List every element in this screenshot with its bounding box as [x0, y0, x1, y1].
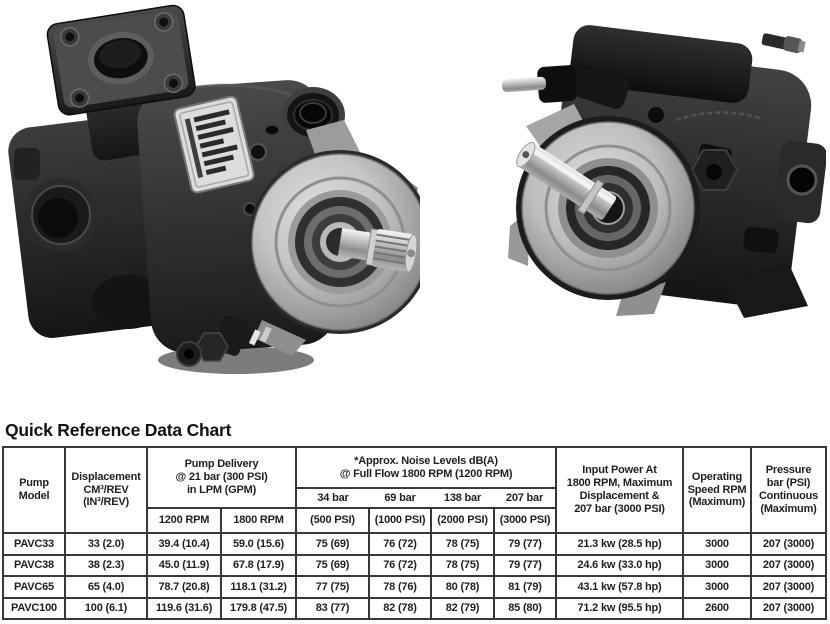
cell-noise-138bar: 78 (75): [430, 532, 495, 556]
cell-displacement: 38 (2.3): [64, 553, 148, 577]
table-row-pavc33: PAVC33 33 (2.0) 39.4 (10.4) 59.0 (15.6) …: [2, 532, 827, 556]
nameplate: [173, 95, 255, 194]
header-1200rpm: 1200 RPM: [146, 507, 222, 534]
cell-delivery-1200: 45.0 (11.9): [146, 553, 222, 577]
cell-noise-34bar: 77 (75): [295, 575, 370, 599]
drive-shaft: [516, 141, 617, 220]
cell-delivery-1200: 78.7 (20.8): [146, 575, 222, 599]
cell-noise-138bar: 80 (78): [430, 575, 495, 599]
header-noise-138bar: 138 bar: [431, 488, 494, 509]
header-500psi: (500 PSI): [295, 507, 370, 534]
cell-noise-69bar: 76 (72): [368, 532, 432, 556]
cell-noise-34bar: 75 (69): [295, 532, 370, 556]
header-input-power: Input Power At 1800 RPM, Maximum Displac…: [555, 446, 684, 534]
cell-noise-207bar: 85 (80): [493, 596, 557, 620]
cell-noise-69bar: 82 (78): [368, 596, 432, 620]
cell-model: PAVC65: [2, 575, 66, 599]
header-operating-speed: Operating Speed RPM (Maximum): [682, 446, 752, 534]
side-bracket: [774, 140, 826, 224]
cell-noise-34bar: 75 (69): [295, 553, 370, 577]
table-row-pavc38: PAVC38 38 (2.3) 45.0 (11.9) 67.8 (17.9) …: [2, 553, 827, 577]
cell-noise-138bar: 78 (75): [430, 553, 495, 577]
table-row-pavc65: PAVC65 65 (4.0) 78.7 (20.8) 118.1 (31.2)…: [2, 575, 827, 599]
cell-delivery-1200: 39.4 (10.4): [146, 532, 222, 556]
header-1000psi: (1000 PSI): [368, 507, 432, 534]
cell-noise-207bar: 81 (79): [493, 575, 557, 599]
cell-delivery-1800: 67.8 (17.9): [220, 553, 297, 577]
cell-noise-34bar: 83 (77): [295, 596, 370, 620]
header-pump-delivery: Pump Delivery @ 21 bar (300 PSI) in LPM …: [146, 446, 297, 509]
cell-pressure: 207 (3000): [750, 532, 827, 556]
header-3000psi: (3000 PSI): [493, 507, 557, 534]
cell-speed: 3000: [682, 553, 752, 577]
cell-delivery-1200: 119.6 (31.6): [146, 596, 222, 620]
table-row-pavc100: PAVC100 100 (6.1) 119.6 (31.6) 179.8 (47…: [2, 596, 827, 620]
bottom-fitting: [176, 316, 272, 367]
cell-delivery-1800: 59.0 (15.6): [220, 532, 297, 556]
quick-reference-table: Pump Model Displacement CM³/REV (IN³/REV…: [2, 446, 827, 620]
product-photos: [8, 4, 826, 374]
cell-model: PAVC33: [2, 532, 66, 556]
pump-photo-left: [8, 4, 420, 374]
cell-delivery-1800: 179.8 (47.5): [220, 596, 297, 620]
cell-pressure: 207 (3000): [750, 596, 827, 620]
mounting-flange: [46, 4, 196, 116]
cell-displacement: 100 (6.1): [64, 596, 148, 620]
cell-speed: 2600: [682, 596, 752, 620]
header-2000psi: (2000 PSI): [430, 507, 495, 534]
header-pump-model: Pump Model: [2, 446, 66, 534]
cell-pressure: 207 (3000): [750, 553, 827, 577]
cell-noise-69bar: 78 (76): [368, 575, 432, 599]
threaded-port: [281, 87, 345, 143]
header-row-main: Pump Model Displacement CM³/REV (IN³/REV…: [2, 446, 827, 534]
splined-shaft: [337, 228, 418, 273]
cell-noise-207bar: 79 (77): [493, 553, 557, 577]
inlet-fitting: [501, 63, 630, 109]
header-1800rpm: 1800 RPM: [220, 507, 297, 534]
front-flange: [248, 120, 420, 356]
flange-bolt-holes: [60, 12, 184, 108]
cell-displacement: 33 (2.0): [64, 532, 148, 556]
header-displacement: Displacement CM³/REV (IN³/REV): [64, 446, 148, 534]
header-noise-levels: *Approx. Noise Levels dB(A) @ Full Flow …: [295, 446, 557, 489]
header-noise-207bar: 207 bar: [494, 488, 556, 509]
header-noise-34bar: 34 bar: [296, 488, 369, 509]
cell-model: PAVC100: [2, 596, 66, 620]
header-row-sub: 1200 RPM 1800 RPM (500 PSI) (1000 PSI) (…: [3, 507, 826, 534]
cell-speed: 3000: [682, 532, 752, 556]
hex-plug: [690, 143, 739, 191]
cell-noise-207bar: 79 (77): [493, 532, 557, 556]
cell-input-power: 21.3 kw (28.5 hp): [555, 532, 684, 556]
cell-input-power: 43.1 kw (57.8 hp): [555, 575, 684, 599]
top-pin: [761, 33, 806, 54]
cell-model: PAVC38: [2, 553, 66, 577]
cell-input-power: 71.2 kw (95.5 hp): [555, 596, 684, 620]
section-title: Quick Reference Data Chart: [5, 420, 232, 440]
cell-displacement: 65 (4.0): [64, 575, 148, 599]
cell-noise-69bar: 76 (72): [368, 553, 432, 577]
cell-input-power: 24.6 kw (33.0 hp): [555, 553, 684, 577]
header-row-noise-bar: 34 bar 69 bar 138 bar 207 bar: [3, 488, 826, 509]
header-noise-69bar: 69 bar: [369, 488, 431, 509]
cell-noise-138bar: 82 (79): [430, 596, 495, 620]
cell-delivery-1800: 118.1 (31.2): [220, 575, 297, 599]
cell-speed: 3000: [682, 575, 752, 599]
header-pressure: Pressure bar (PSI) Continuous (Maximum): [750, 446, 827, 534]
pump-photo-right: [501, 25, 826, 318]
cell-pressure: 207 (3000): [750, 575, 827, 599]
